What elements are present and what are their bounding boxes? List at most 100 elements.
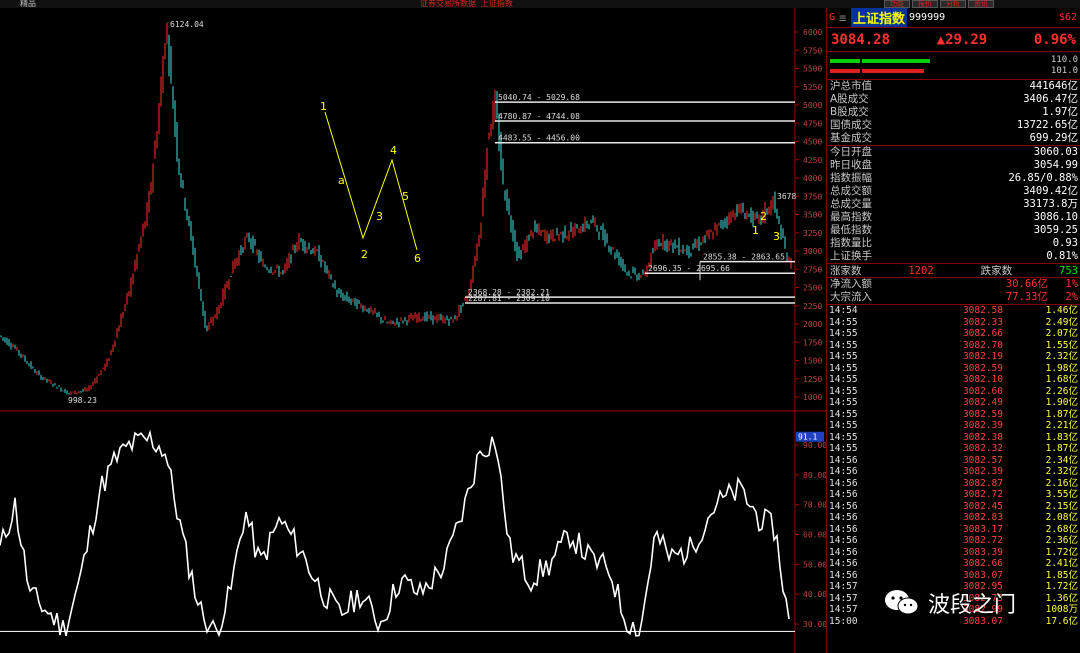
market-stat-value: 13722.65亿 xyxy=(1016,119,1078,131)
price-tick-label: 4500 xyxy=(803,138,822,147)
toolbar-button-1[interactable]: 功能 xyxy=(884,0,910,8)
tick-price: 3083.39 xyxy=(962,546,1003,558)
index-stat-label: 最高指数 xyxy=(830,211,872,223)
tick-volume: 17.6亿 xyxy=(1045,615,1078,627)
price-tick-label: 1750 xyxy=(803,338,822,347)
tick-volume: 2.21亿 xyxy=(1045,420,1078,431)
price-tick-label: 2250 xyxy=(803,302,822,311)
tick-row: 14:55 3082.59 1.87亿 xyxy=(827,409,1080,421)
wave-label: 1 xyxy=(320,100,327,113)
toolbar-button-2[interactable]: 报价 xyxy=(912,0,938,8)
breadth-row: 涨家数 1202 跌家数 753 xyxy=(827,264,1080,278)
osc-marker xyxy=(796,431,824,442)
ratio-bars: 110.0 101.0 xyxy=(827,52,1080,80)
index-stat-value: 3060.03 xyxy=(1033,146,1078,158)
fib-label: 2696.35 - 2695.66 xyxy=(648,264,730,273)
index-stat-value: 3054.99 xyxy=(1033,159,1078,171)
index-stat: 指数量比 0.93 xyxy=(827,237,1080,250)
tick-time: 14:55 xyxy=(829,443,858,454)
market-stat: A股成交 3406.47亿 xyxy=(827,93,1080,106)
up-count: 1202 xyxy=(908,265,934,277)
tick-volume: 2.16亿 xyxy=(1045,477,1078,489)
tick-time: 14:55 xyxy=(829,362,858,374)
panel-header: G ≡ 上证指数 999999 $62 xyxy=(827,8,1080,28)
tick-volume: 2.68亿 xyxy=(1045,523,1078,535)
toolbar-button-3[interactable]: 分析 xyxy=(940,0,966,8)
market-stat-value: 3406.47亿 xyxy=(1023,93,1078,105)
tick-volume: 1.72亿 xyxy=(1045,546,1078,558)
tick-time: 14:56 xyxy=(829,546,858,558)
price-tick-label: 4750 xyxy=(803,119,822,128)
price-tick-label: 3750 xyxy=(803,192,822,201)
tick-time: 14:56 xyxy=(829,523,858,535)
index-stat: 上证换手 0.81% xyxy=(827,250,1080,263)
page-tag: $62 xyxy=(1058,12,1077,23)
tick-time: 14:57 xyxy=(829,604,858,615)
index-stat: 最高指数 3086.10 xyxy=(827,211,1080,224)
tick-price: 3082.60 xyxy=(962,385,1003,397)
index-stat-label: 指数量比 xyxy=(830,237,872,249)
tick-row: 14:55 3082.39 2.21亿 xyxy=(827,420,1080,432)
osc-tick-label: 80.00 xyxy=(803,471,826,480)
tick-row: 14:55 3082.60 2.26亿 xyxy=(827,386,1080,398)
tick-row: 14:56 3082.39 2.32亿 xyxy=(827,466,1080,478)
price-tick-label: 3500 xyxy=(803,211,822,220)
oscillator-panel xyxy=(0,429,795,638)
tick-volume: 2.34亿 xyxy=(1045,454,1078,466)
market-stat: 国债成交 13722.65亿 xyxy=(827,119,1080,132)
tick-volume: 2.41亿 xyxy=(1045,558,1078,569)
tick-row: 14:56 3083.39 1.72亿 xyxy=(827,547,1080,559)
tick-volume: 1.36亿 xyxy=(1045,592,1078,604)
index-stat-label: 今日开盘 xyxy=(830,146,872,158)
index-stat-label: 总成交额 xyxy=(830,185,872,197)
tick-list[interactable]: 14:54 3082.58 1.46亿 14:55 3082.33 2.49亿 14:55 3… xyxy=(827,305,1080,627)
quote-panel: G ≡ 上证指数 999999 $62 3084.28 ▲29.29 0.96%… xyxy=(826,8,1080,653)
index-stat-value: 33173.8万 xyxy=(1023,198,1078,210)
tick-time: 14:56 xyxy=(829,558,858,569)
tick-row: 14:56 3082.57 2.34亿 xyxy=(827,455,1080,467)
wave-label: 3 xyxy=(376,210,383,223)
price-tick-label: 1500 xyxy=(803,357,822,366)
tick-price: 3082.99 xyxy=(962,604,1003,615)
wave-label: 2 xyxy=(361,248,368,261)
tick-price: 3082.83 xyxy=(962,512,1003,523)
price-change: ▲29.29 xyxy=(936,31,988,48)
tick-row: 14:56 3082.72 3.55亿 xyxy=(827,489,1080,501)
wave-label: 5 xyxy=(402,190,409,203)
tick-time: 14:57 xyxy=(829,581,858,592)
tick-time: 14:56 xyxy=(829,477,858,489)
kline-chart[interactable]: 6124.04 998.23 5040.74 - 5029.68 4780.87 -… xyxy=(0,8,826,653)
tick-time: 14:56 xyxy=(829,466,858,477)
tick-volume: 2.15亿 xyxy=(1045,500,1078,512)
last-price: 3084.28 xyxy=(831,31,891,48)
menu-icon[interactable]: ≡ xyxy=(839,10,847,25)
tick-row: 14:55 3082.49 1.90亿 xyxy=(827,397,1080,409)
market-stat: 基金成交 699.29亿 xyxy=(827,132,1080,145)
index-stat-label: 指数振幅 xyxy=(830,172,872,184)
flow-label: 大宗流入 xyxy=(830,291,872,303)
up-count-label: 涨家数 xyxy=(830,265,862,277)
tick-time: 14:57 xyxy=(829,592,858,604)
tick-price: 3082.66 xyxy=(962,558,1003,569)
fib-label: 4780.87 - 4744.08 xyxy=(498,112,580,121)
osc-line xyxy=(0,429,790,638)
tick-time: 14:55 xyxy=(829,339,858,351)
tick-volume: 1.46亿 xyxy=(1045,305,1078,316)
market-stat-label: 基金成交 xyxy=(830,132,872,144)
tick-time: 14:55 xyxy=(829,431,858,443)
wave-label: a xyxy=(338,174,345,187)
window-title: 证券交易所数据 上证指数 xyxy=(420,0,513,8)
tick-time: 14:56 xyxy=(829,512,858,523)
fib-label: 4483.55 - 4456.00 xyxy=(498,134,580,143)
fib-label: 2855.38 - 2863.65 xyxy=(703,253,785,262)
tick-volume: 2.36亿 xyxy=(1045,535,1078,546)
osc-tick-label: 30.00 xyxy=(803,620,826,629)
tick-volume: 1.83亿 xyxy=(1045,431,1078,443)
tick-row: 14:56 3083.07 1.85亿 xyxy=(827,570,1080,582)
tick-volume: 2.26亿 xyxy=(1045,385,1078,397)
toolbar-button-4[interactable]: 资讯 xyxy=(968,0,994,8)
flow-label: 净流入额 xyxy=(830,278,872,290)
tick-time: 14:55 xyxy=(829,420,858,431)
price-tick-label: 3000 xyxy=(803,247,822,256)
osc-marker-label: 91.1 xyxy=(798,433,817,442)
